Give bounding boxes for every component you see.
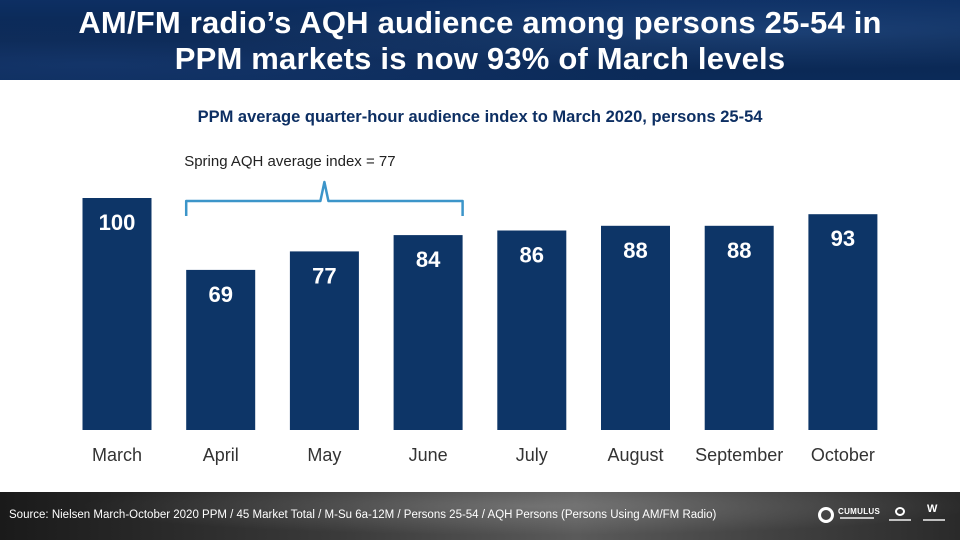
annotation-text: Spring AQH average index = 77	[184, 153, 395, 170]
data-label-july: 86	[520, 243, 544, 268]
source-note: Source: Nielsen March-October 2020 PPM /…	[9, 509, 717, 521]
data-label-march: 100	[99, 210, 136, 235]
cumulus-logo-text: CUMULUS	[838, 507, 881, 516]
slide-title: AM/FM radio’s AQH audience among persons…	[0, 0, 960, 77]
cumulus-c-icon	[818, 507, 834, 523]
bar-september	[704, 225, 774, 430]
bar-july	[497, 230, 567, 430]
bar-may	[289, 251, 359, 430]
footer-bar: Source: Nielsen March-October 2020 PPM /…	[0, 492, 960, 540]
bar-august	[601, 225, 670, 430]
data-label-may: 77	[312, 263, 336, 288]
bar-june	[393, 235, 463, 430]
title-banner: AM/FM radio’s AQH audience among persons…	[0, 0, 960, 80]
westwood-one-logo	[923, 503, 945, 525]
chart-title: PPM average quarter-hour audience index …	[197, 108, 763, 126]
category-label-april: April	[203, 445, 239, 465]
radio-mark-icon	[895, 507, 905, 516]
data-label-september: 88	[727, 238, 751, 263]
data-label-june: 84	[416, 247, 441, 272]
cumulus-radio-logo	[889, 507, 911, 525]
bar-chart: 100 March 69 April 77 May 84 June 86 July 88 August…	[82, 153, 878, 465]
logo-caption-bar	[923, 519, 945, 521]
data-label-april: 69	[208, 282, 232, 307]
logo-caption-bar	[889, 519, 911, 521]
bar-march	[82, 198, 152, 430]
category-label-may: May	[307, 445, 341, 465]
category-label-june: June	[409, 445, 448, 465]
westwood-w-icon	[927, 503, 939, 516]
category-label-october: October	[811, 445, 875, 465]
slide-title-line-1: AM/FM radio’s AQH audience among persons…	[78, 5, 882, 40]
slide-title-line-2: PPM markets is now 93% of March levels	[174, 41, 786, 76]
spring-bracket	[184, 180, 464, 216]
cumulus-logo: CUMULUS	[818, 505, 881, 527]
category-label-august: August	[607, 445, 663, 465]
bar-october	[808, 214, 878, 430]
data-label-august: 88	[623, 238, 647, 263]
category-label-september: September	[695, 445, 783, 465]
data-label-october: 93	[831, 226, 855, 251]
bar-april	[186, 269, 256, 430]
category-label-july: July	[516, 445, 548, 465]
logo-underline	[840, 517, 874, 519]
category-label-march: March	[92, 445, 142, 465]
